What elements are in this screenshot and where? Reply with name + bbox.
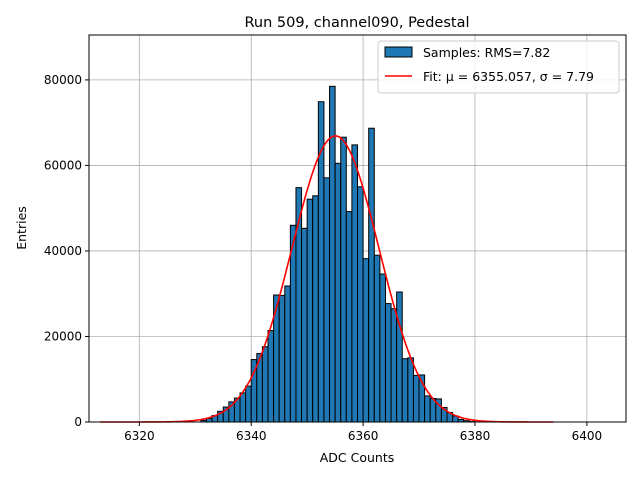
- histogram-bar: [267, 329, 275, 423]
- histogram-bar: [396, 291, 403, 423]
- histogram-bar: [278, 294, 286, 423]
- histogram-bar: [245, 385, 252, 423]
- legend: Samples: RMS=7.82 Fit: μ = 6355.057, σ =…: [377, 40, 620, 94]
- histogram-bar: [412, 374, 420, 423]
- histogram-bar: [362, 258, 370, 423]
- histogram-bar: [239, 392, 247, 423]
- histogram-bar: [424, 395, 431, 423]
- y-tick-label: 40000: [44, 244, 82, 258]
- histogram-bar: [390, 308, 398, 423]
- y-tick-label: 20000: [44, 329, 82, 343]
- x-axis-ticks: 6320 6340 6360 6380 6400: [124, 422, 602, 443]
- legend-box: [377, 40, 620, 94]
- histogram-bar: [289, 224, 297, 423]
- histogram-bar: [379, 273, 386, 423]
- histogram-bar: [340, 136, 347, 423]
- y-axis-label: Entries: [14, 206, 29, 250]
- histogram-bar: [334, 162, 342, 423]
- x-axis-label: ADC Counts: [320, 450, 395, 465]
- histogram-bar: [323, 177, 331, 423]
- histogram-bar: [351, 144, 358, 423]
- legend-fit-label: Fit: μ = 6355.057, σ = 7.79: [423, 69, 594, 84]
- histogram-bar: [301, 227, 308, 423]
- histogram-bar: [205, 418, 213, 423]
- x-tick-label: 6380: [460, 429, 491, 443]
- histogram-bar: [345, 211, 353, 423]
- y-tick-label: 0: [74, 415, 82, 429]
- histogram-bar: [284, 285, 291, 423]
- histogram-bar: [357, 186, 364, 423]
- x-tick-label: 6340: [236, 429, 267, 443]
- histogram-bar: [312, 195, 319, 423]
- legend-samples-swatch: [384, 46, 413, 58]
- y-tick-label: 60000: [44, 158, 82, 172]
- histogram-bar: [407, 357, 414, 423]
- histogram-bar: [261, 346, 269, 423]
- x-tick-label: 6400: [572, 429, 603, 443]
- histogram-bar: [401, 358, 409, 423]
- x-tick-label: 6360: [348, 429, 379, 443]
- x-tick-label: 6320: [124, 429, 155, 443]
- y-tick-label: 80000: [44, 73, 82, 87]
- y-axis-ticks: 0 20000 40000 60000 80000: [44, 73, 89, 429]
- chart-title: Run 509, channel090, Pedestal: [244, 15, 469, 31]
- histogram-bar: [306, 198, 314, 423]
- histogram-bar: [373, 254, 381, 423]
- legend-samples-label: Samples: RMS=7.82: [423, 45, 550, 60]
- histogram-bar: [368, 127, 375, 423]
- plot-frame: [88, 34, 627, 423]
- histogram-bar: [384, 303, 392, 423]
